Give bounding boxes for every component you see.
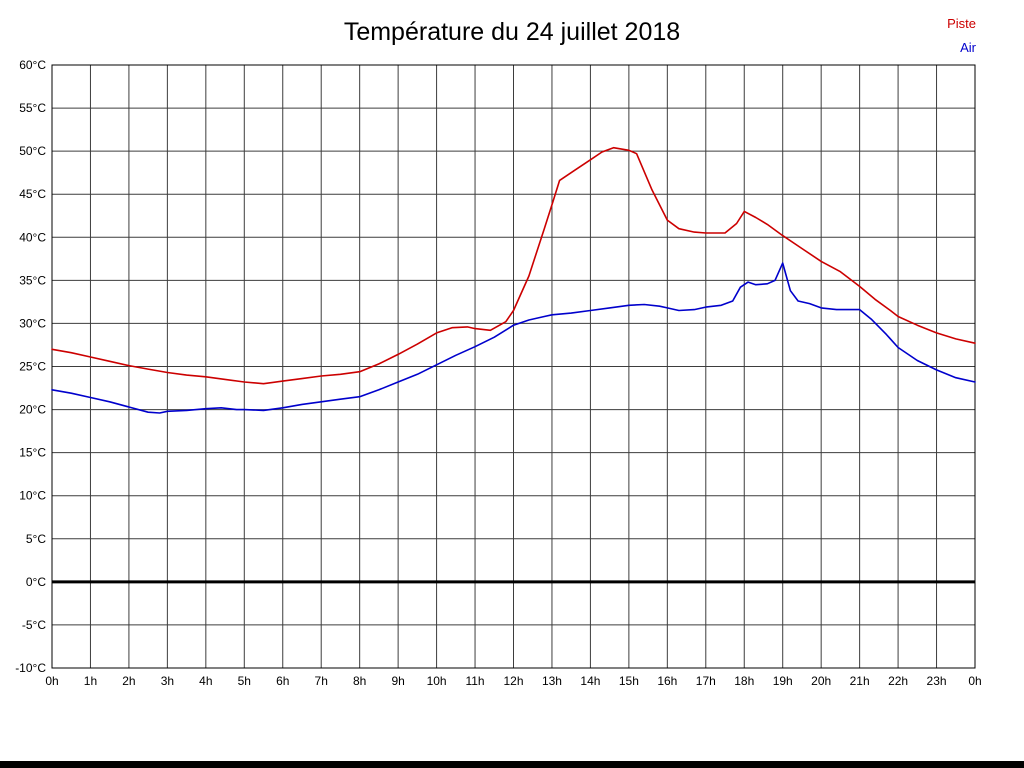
x-tick-label: 12h xyxy=(503,674,523,688)
chart-legend: Piste Air xyxy=(947,12,976,60)
y-tick-label: 30°C xyxy=(19,316,46,330)
bottom-bar xyxy=(0,761,1024,768)
x-tick-label: 3h xyxy=(161,674,174,688)
x-tick-label: 17h xyxy=(696,674,716,688)
x-tick-label: 0h xyxy=(45,674,58,688)
series-line-air xyxy=(51,262,976,414)
plot-border xyxy=(51,64,976,669)
y-tick-label: 25°C xyxy=(19,360,46,374)
chart-title: Température du 24 juillet 2018 xyxy=(343,18,681,46)
x-tick-label: 20h xyxy=(811,674,831,688)
y-tick-label: 40°C xyxy=(19,230,46,244)
y-tick-label: 55°C xyxy=(19,101,46,115)
x-tick-label: 19h xyxy=(773,674,793,688)
x-tick-label: 6h xyxy=(276,674,289,688)
y-tick-label: 0°C xyxy=(26,575,46,589)
series-line-piste xyxy=(51,146,976,385)
x-tick-label: 15h xyxy=(619,674,639,688)
x-tick-label: 11h xyxy=(465,674,484,688)
x-tick-label: 16h xyxy=(657,674,677,688)
y-tick-label: -5°C xyxy=(22,618,46,632)
y-tick-label: 50°C xyxy=(19,144,46,158)
y-tick-label: 20°C xyxy=(19,403,46,417)
x-tick-label: 2h xyxy=(122,674,135,688)
x-tick-label: 9h xyxy=(391,674,404,688)
x-tick-label: 8h xyxy=(353,674,366,688)
legend-item-air: Air xyxy=(960,40,976,55)
y-tick-label: -10°C xyxy=(15,661,46,675)
x-tick-label: 14h xyxy=(580,674,600,688)
y-tick-label: 60°C xyxy=(19,58,46,72)
x-tick-label: 13h xyxy=(542,674,562,688)
axis-tick-labels: 0h 1h 2h 3h 4h 5h 6h 7h 8h 9h 10h 11h 12h 13h 14h 15h 16… xyxy=(15,58,981,688)
x-tick-label: 0h xyxy=(968,674,981,688)
y-tick-label: 35°C xyxy=(19,273,46,287)
y-tick-label: 45°C xyxy=(19,187,46,201)
x-tick-label: 18h xyxy=(734,674,754,688)
x-tick-label: 5h xyxy=(238,674,251,688)
x-tick-label: 7h xyxy=(315,674,328,688)
x-tick-label: 1h xyxy=(84,674,97,688)
y-tick-label: 15°C xyxy=(19,446,46,460)
x-tick-label: 23h xyxy=(927,674,947,688)
grid-lines xyxy=(51,64,976,669)
legend-item-piste: Piste xyxy=(947,16,976,31)
y-tick-label: 10°C xyxy=(19,489,46,503)
y-tick-label: 5°C xyxy=(26,532,46,546)
x-tick-label: 4h xyxy=(199,674,212,688)
x-tick-label: 10h xyxy=(427,674,447,688)
x-tick-label: 22h xyxy=(888,674,908,688)
x-tick-label: 21h xyxy=(850,674,870,688)
